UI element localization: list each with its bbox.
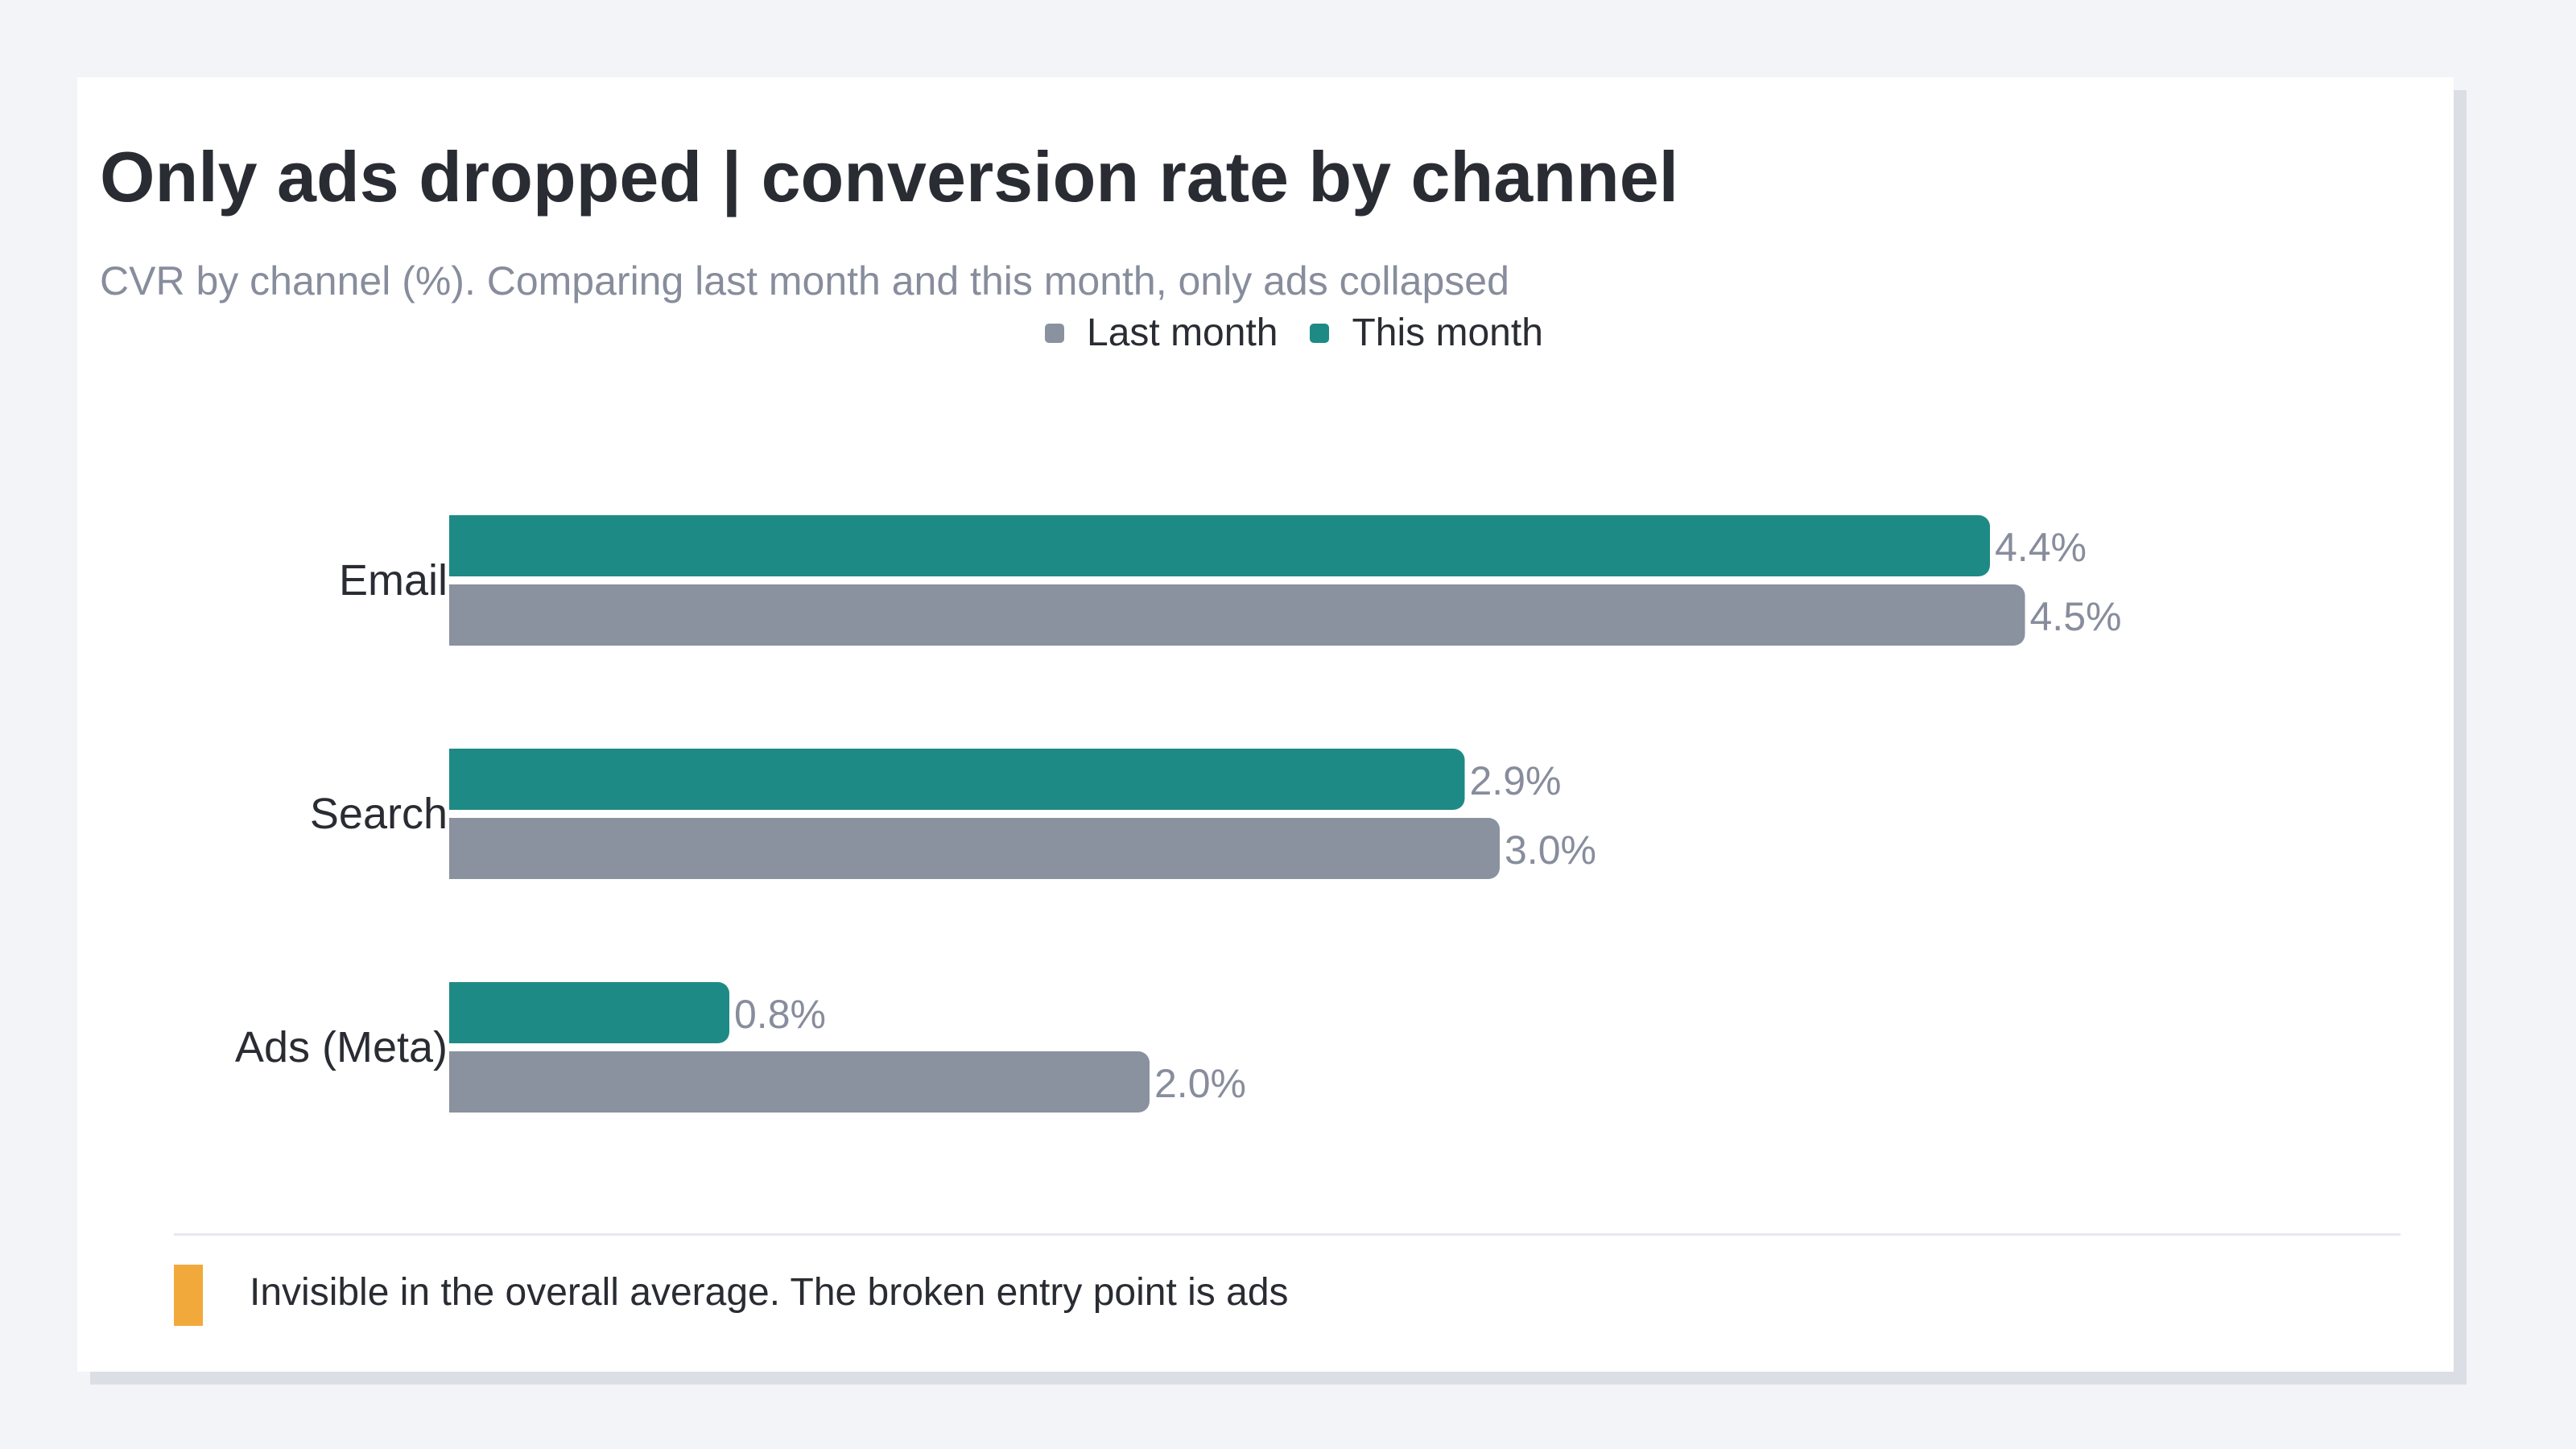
chart-legend: Last month This month <box>1045 314 1543 353</box>
note-marker <box>174 1265 203 1326</box>
legend-swatch-this-month <box>1310 324 1330 343</box>
bar-this-month-search <box>449 749 1465 810</box>
chart-subtitle: CVR by channel (%). Comparing last month… <box>100 258 1509 303</box>
value-label-this-month-email: 4.4% <box>1995 525 2087 570</box>
category-label-ads-meta: Ads (Meta) <box>235 1023 448 1071</box>
category-label-search: Search <box>310 790 448 838</box>
bar-this-month-ads-meta <box>449 982 729 1043</box>
legend-label-this-month: This month <box>1352 312 1543 354</box>
chart-card <box>77 77 2454 1372</box>
legend-item-this-month: This month <box>1310 312 1543 354</box>
legend-label-last-month: Last month <box>1087 312 1278 354</box>
bar-last-month-search <box>449 818 1500 879</box>
bar-last-month-ads-meta <box>449 1051 1150 1113</box>
legend-item-last-month: Last month <box>1045 314 1278 353</box>
chart-title: Only ads dropped | conversion rate by ch… <box>100 137 1679 217</box>
value-label-last-month-ads-meta: 2.0% <box>1154 1061 1246 1106</box>
divider <box>174 1233 2401 1236</box>
value-label-this-month-ads-meta: 0.8% <box>734 992 826 1037</box>
category-label-email: Email <box>339 556 448 605</box>
bar-this-month-email <box>449 515 1990 576</box>
value-label-this-month-search: 2.9% <box>1470 758 1562 803</box>
bar-last-month-email <box>449 584 2025 646</box>
legend-swatch-last-month <box>1045 324 1064 343</box>
value-label-last-month-email: 4.5% <box>2030 594 2122 639</box>
value-label-last-month-search: 3.0% <box>1505 828 1596 873</box>
note-text: Invisible in the overall average. The br… <box>250 1271 1289 1314</box>
